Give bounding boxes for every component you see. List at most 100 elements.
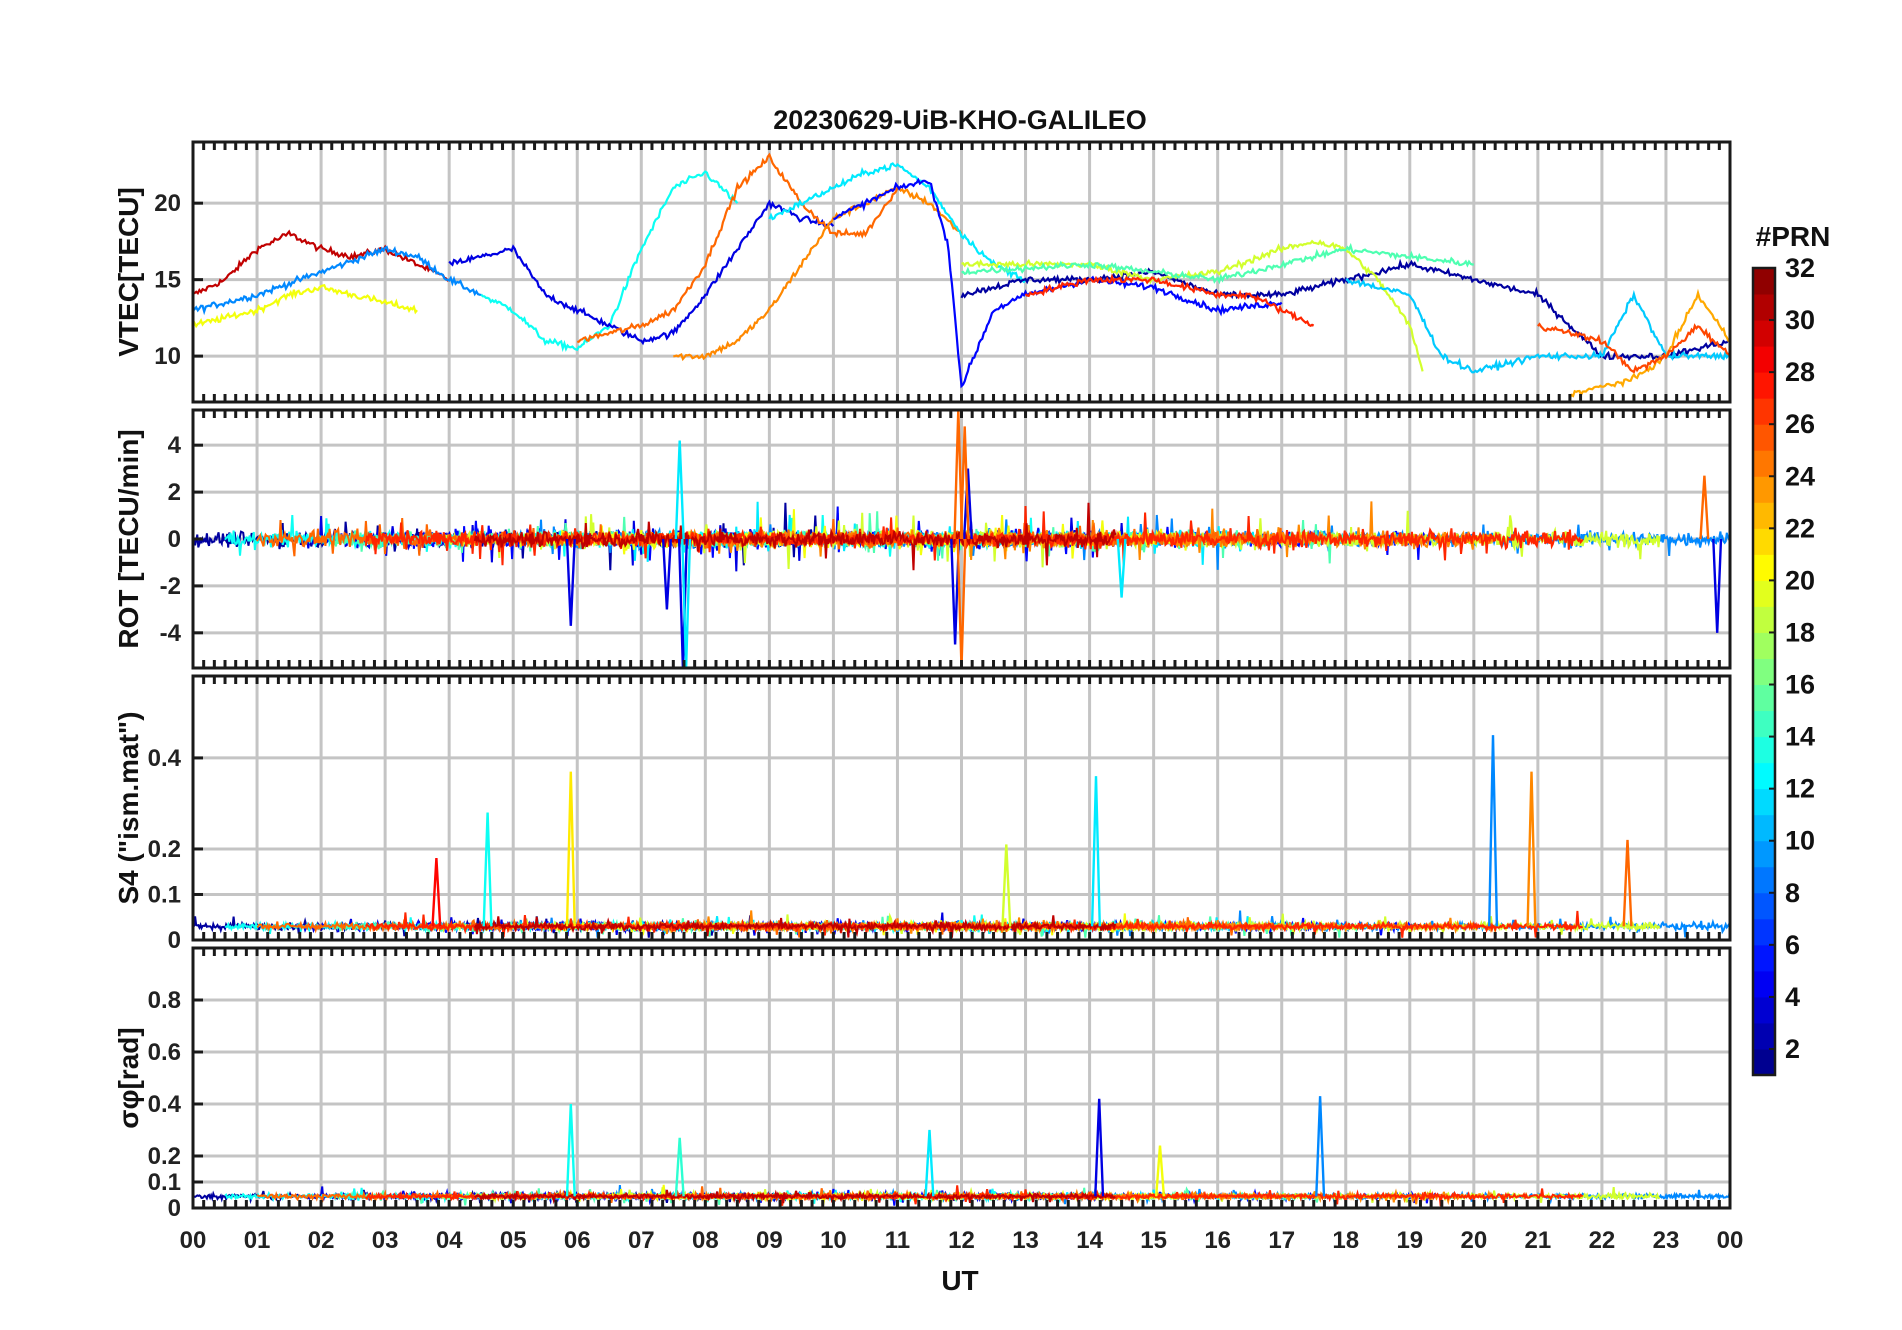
y-tick-label: 0.1 <box>148 881 181 908</box>
colorbar-bin <box>1753 268 1775 295</box>
y-tick-label: -2 <box>160 573 181 600</box>
colorbar-tick-label: 6 <box>1785 930 1800 960</box>
colorbar-tick-label: 24 <box>1785 461 1815 491</box>
rot-spike <box>1712 538 1723 633</box>
rot-spike <box>1116 538 1127 598</box>
colorbar-bin <box>1753 918 1775 946</box>
series-group <box>193 735 1730 938</box>
y-tick-label: 15 <box>154 267 181 294</box>
colorbar-bin <box>1753 814 1775 842</box>
colorbar-tick-label: 32 <box>1785 253 1815 283</box>
y-tick-label: 0.2 <box>148 1143 181 1170</box>
colorbar-bin <box>1753 1048 1775 1076</box>
rot-spike <box>953 410 964 540</box>
vtec-series-line <box>1568 288 1730 399</box>
x-tick-label: 09 <box>756 1227 783 1254</box>
x-tick-label: 07 <box>628 1227 655 1254</box>
vtec-series-line <box>768 162 1027 284</box>
vtec-series-line <box>961 242 1474 285</box>
x-tick-label: 14 <box>1076 1227 1103 1254</box>
y-tick-label: 0.4 <box>148 1091 182 1118</box>
colorbar-bin <box>1753 788 1775 816</box>
colorbar-bin <box>1753 684 1775 712</box>
rot-spike <box>962 468 973 540</box>
series-group <box>193 1096 1730 1207</box>
rot-spike <box>959 426 970 540</box>
s4-series-line <box>473 915 1117 938</box>
colorbar-tick-label: 28 <box>1785 357 1815 387</box>
colorbar-bin <box>1753 866 1775 894</box>
rot-spike <box>677 538 688 668</box>
s4-spike <box>1001 844 1012 927</box>
panel-s4: 0 0.1 0.2 0.4S4 ("ism.mat") <box>113 674 1732 954</box>
colorbar-bin <box>1753 502 1775 529</box>
colorbar-tick-label: 4 <box>1785 982 1800 1012</box>
chart-title: 20230629-UiB-KHO-GALILEO <box>773 105 1147 135</box>
colorbar-bin <box>1753 996 1775 1024</box>
colorbar-bin <box>1753 762 1775 790</box>
colorbar-bin <box>1753 892 1775 920</box>
rot-series-line <box>364 505 1584 566</box>
rot-spike <box>661 538 672 610</box>
rot-spike <box>956 538 967 668</box>
sigma_phi-spike <box>565 1103 576 1197</box>
colorbar-bin <box>1753 372 1775 399</box>
colorbar-tick-label: 26 <box>1785 409 1815 439</box>
x-tick-label: 06 <box>564 1227 591 1254</box>
colorbar-tick-label: 22 <box>1785 513 1815 543</box>
colorbar-tick-label: 8 <box>1785 878 1800 908</box>
colorbar-tick-label: 2 <box>1785 1034 1800 1064</box>
axes-box <box>191 140 1732 404</box>
y-axis-label: σφ[rad] <box>113 1027 144 1128</box>
x-axis-label: UT <box>941 1265 978 1296</box>
colorbar-bin <box>1753 320 1775 347</box>
vtec-series-line <box>193 245 482 316</box>
x-tick-label: 18 <box>1332 1227 1359 1254</box>
y-tick-label: 0.8 <box>148 987 181 1014</box>
colorbar-bin <box>1753 398 1775 425</box>
colorbar-bin <box>1753 580 1775 607</box>
colorbar-bin <box>1753 970 1775 998</box>
colorbar-bin <box>1753 840 1775 868</box>
colorbar-tick-label: 14 <box>1785 722 1815 752</box>
rot-spike <box>1699 475 1710 540</box>
x-tick-label: 01 <box>244 1227 271 1254</box>
s4-spike <box>1526 771 1537 927</box>
sigma_phi-spike <box>924 1129 935 1197</box>
sigma_phi-spike <box>1315 1096 1326 1197</box>
sigma_phi-spike <box>1155 1145 1166 1197</box>
series-group <box>193 152 1730 399</box>
panel-sigma_phi: 00.10.2 0.4 0.6 0.8σφ[rad] <box>113 946 1732 1222</box>
colorbar-tick-label: 16 <box>1785 670 1815 700</box>
x-tick-label: 08 <box>692 1227 719 1254</box>
colorbar-tick-label: 30 <box>1785 305 1815 335</box>
x-tick-label: 17 <box>1268 1227 1295 1254</box>
x-tick-label: 21 <box>1525 1227 1552 1254</box>
s4-spike <box>565 771 576 927</box>
sigma_phi-series-line <box>474 1189 1116 1205</box>
y-axis-label: VTEC[TECU] <box>113 187 144 357</box>
colorbar-tick-label: 10 <box>1785 826 1815 856</box>
y-tick-label: 2 <box>168 479 181 506</box>
y-tick-label: 4 <box>168 432 182 459</box>
x-tick-label: 05 <box>500 1227 527 1254</box>
y-tick-label: -4 <box>160 620 182 647</box>
x-tick-label: 03 <box>372 1227 399 1254</box>
y-tick-label: 0.6 <box>148 1039 181 1066</box>
colorbar-tick-label: 20 <box>1785 565 1815 595</box>
vtec-series-line <box>193 284 418 329</box>
x-tick-label: 12 <box>948 1227 975 1254</box>
x-tick-label: 19 <box>1396 1227 1423 1254</box>
y-tick-label: 0.2 <box>148 836 181 863</box>
axes-box <box>191 946 1732 1210</box>
axes-box <box>191 674 1732 942</box>
x-tick-label: 10 <box>820 1227 847 1254</box>
colorbar-bin <box>1753 944 1775 972</box>
rot-spike <box>681 538 692 668</box>
y-tick-label: 0 <box>168 1195 181 1222</box>
rot-spike <box>565 538 576 626</box>
vtec-series-line <box>1024 273 1315 327</box>
s4-spike <box>1622 839 1633 927</box>
x-tick-label: 13 <box>1012 1227 1039 1254</box>
x-tick-label: 23 <box>1653 1227 1680 1254</box>
